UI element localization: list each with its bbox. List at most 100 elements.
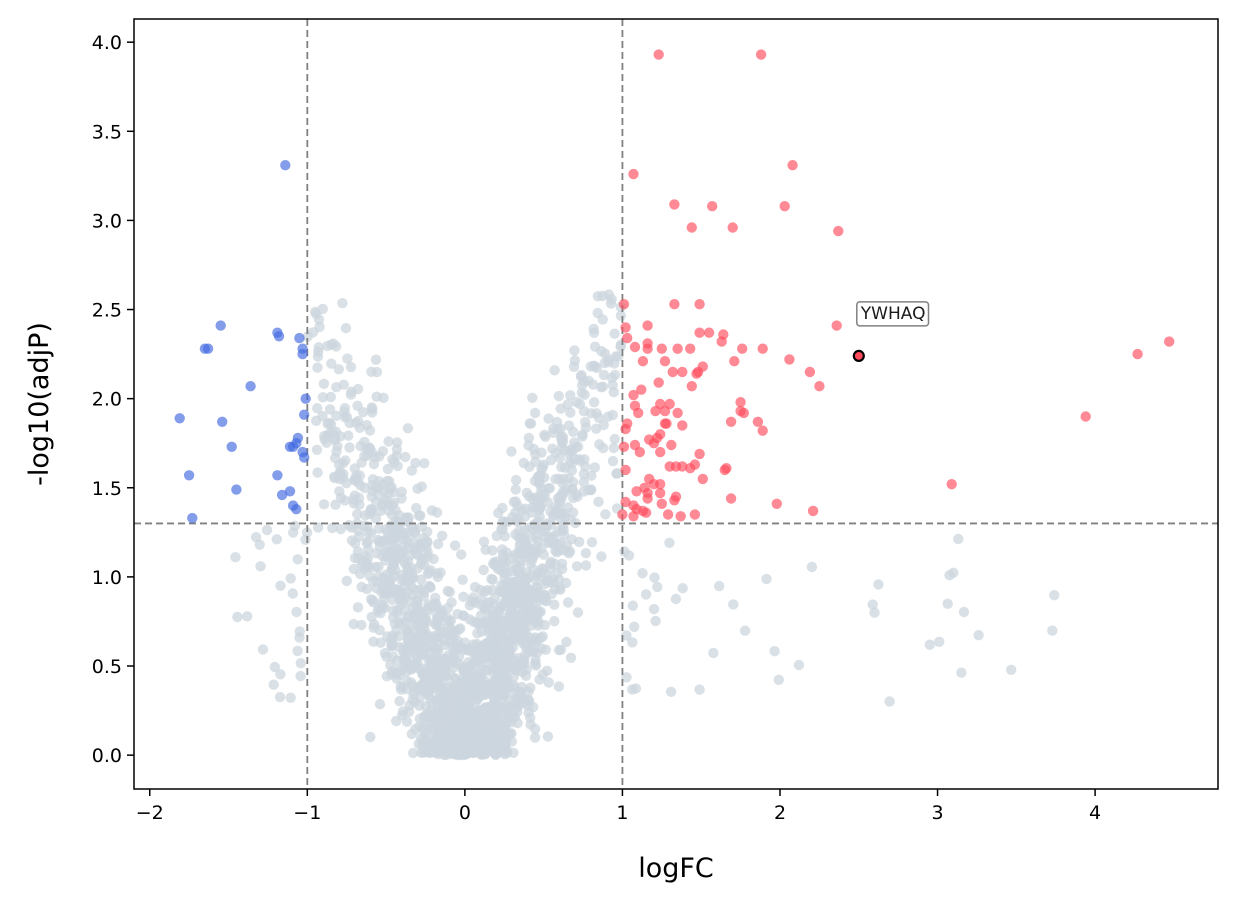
ns-point [340,323,352,334]
ns-point [650,615,661,627]
up-point [620,423,631,435]
ns-point [489,678,500,689]
ns-point [561,636,572,648]
ns-point [540,431,551,442]
y-tick-label: 3.5 [92,121,122,143]
ns-point [608,387,619,398]
ns-point [509,607,520,619]
ns-point [312,522,324,533]
ns-point [313,342,324,353]
ns-point [374,625,385,636]
ns-point [412,620,423,631]
ns-point [540,644,551,655]
ns-point [557,563,568,575]
down-point [217,416,228,427]
ns-point [571,561,583,572]
ns-point [437,530,448,541]
ns-point [545,556,557,567]
up-point [620,464,631,476]
ns-point [401,587,412,598]
up-point [707,201,718,212]
ns-point [580,560,592,571]
up-point [804,366,816,378]
up-point [631,486,642,497]
ns-point [603,357,614,368]
ns-point [472,628,483,639]
ns-point [274,691,286,703]
ns-point [473,728,484,739]
ns-point [496,580,507,591]
ns-point [410,457,421,469]
down-point [231,484,242,495]
ns-point [335,523,346,535]
ns-point [261,524,273,536]
ns-point [511,513,522,524]
ns-point [694,684,705,695]
ns-point [520,670,532,681]
up-point [628,389,639,401]
ns-point [469,649,480,660]
ns-point [325,391,336,403]
up-point [694,327,705,338]
up-point [617,509,628,520]
y-axis-title: -log10(adjP) [24,322,55,486]
up-point [675,511,686,522]
ns-point [433,615,444,627]
up-point [677,461,688,472]
up-point [653,49,664,60]
ns-point [371,366,383,378]
ns-point [498,721,509,733]
ns-point [432,538,444,550]
up-point [1080,411,1091,422]
ns-point [406,465,417,476]
ns-point [334,468,345,480]
ns-point [415,574,427,585]
up-point [636,384,647,395]
ns-point [435,668,447,679]
up-point [661,418,672,429]
ns-point [627,600,638,611]
ns-point [543,677,554,688]
ns-point [442,585,453,597]
ns-point [529,407,541,419]
ns-point [374,536,385,547]
ns-point [510,484,521,495]
ns-point [374,451,385,462]
ns-point [338,379,349,390]
ns-point [388,605,399,616]
ns-point [331,410,342,421]
up-point [689,509,701,520]
ns-point [429,633,441,644]
ns-point [487,706,498,718]
ns-point [447,627,458,639]
ns-point [509,596,521,608]
ns-point [430,643,442,654]
y-tick-label: 3.0 [92,210,122,232]
ns-point [458,610,469,621]
ns-point [487,574,498,585]
ns-point [613,351,624,362]
ns-point [572,491,583,502]
ns-point [275,580,286,591]
ns-point [728,599,739,610]
ns-point [511,699,522,710]
ns-point [588,323,599,335]
ns-point [344,442,355,453]
up-point [629,400,641,411]
up-point [628,168,639,180]
ns-point [1047,625,1058,636]
ns-point [490,658,501,670]
ns-point [1049,590,1060,601]
down-point [291,504,302,515]
ns-point [761,573,772,585]
up-point [655,446,666,458]
ns-point [708,647,719,659]
y-tick-label: 1.5 [92,478,122,500]
ns-point [457,574,468,585]
ns-point [525,682,536,693]
ns-point [523,440,534,451]
x-axis-title: logFC [638,853,714,884]
ns-point [386,565,397,576]
ns-point [564,546,576,557]
ns-point [425,684,436,695]
